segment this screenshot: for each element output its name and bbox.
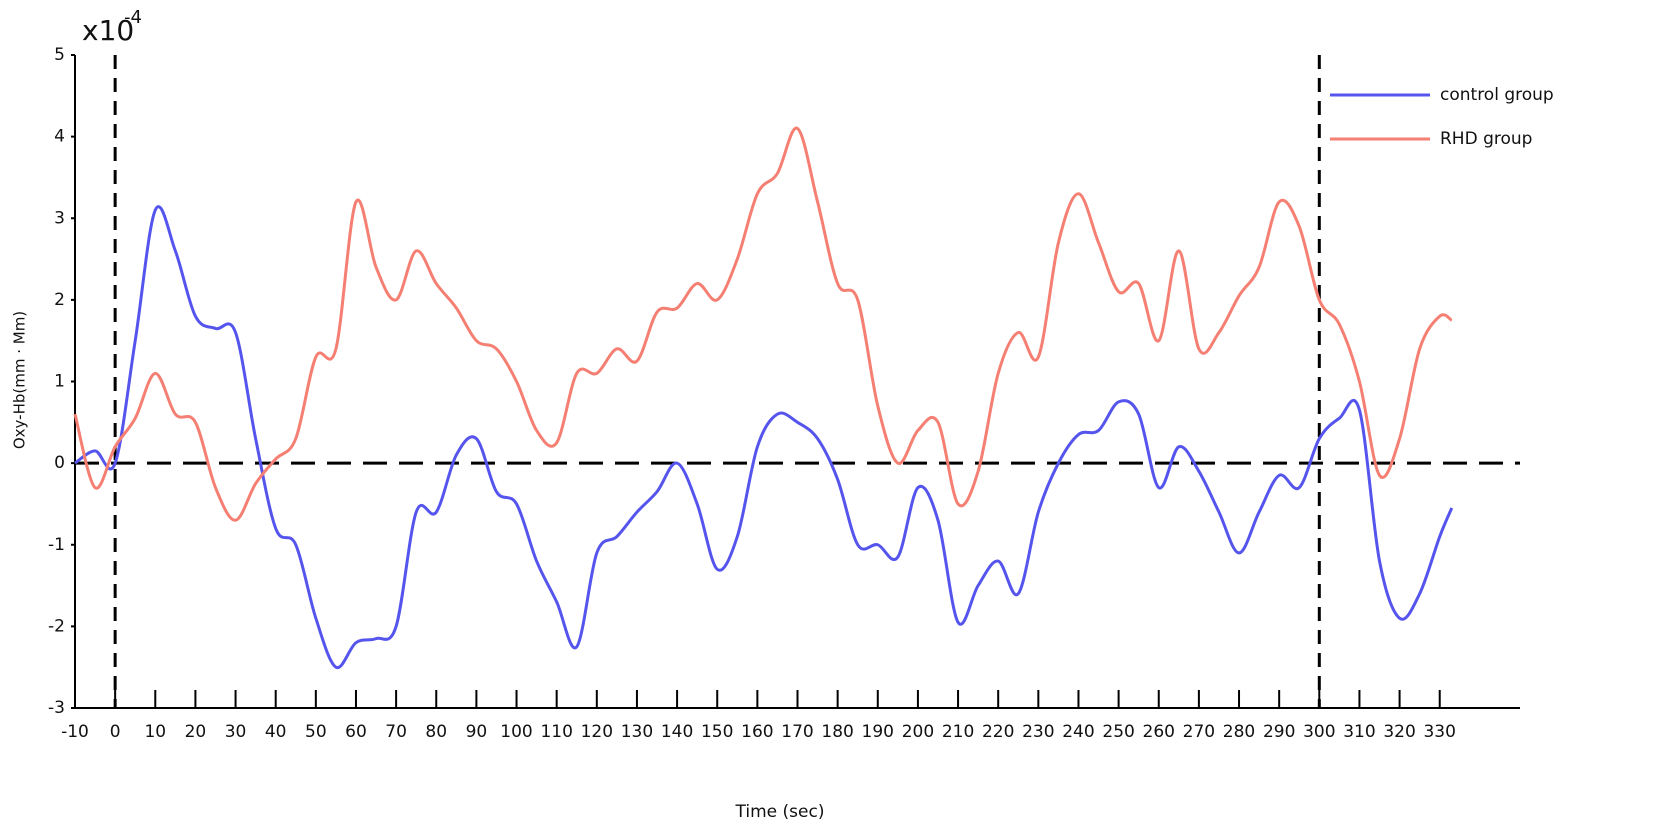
y-tick-label: -2 (48, 616, 65, 636)
x-tick-label: -10 (61, 722, 89, 742)
x-tick-label: 70 (385, 722, 407, 742)
x-tick-label: 80 (425, 722, 447, 742)
x-tick-label: 220 (982, 722, 1014, 742)
x-tick-label: 200 (902, 722, 934, 742)
x-tick-label: 210 (942, 722, 974, 742)
line-series (74, 205, 1454, 670)
x-tick-label: 310 (1343, 722, 1375, 742)
y-tick-label: -1 (48, 535, 65, 555)
y-tick-label: 0 (54, 453, 65, 473)
x-tick-label: 40 (265, 722, 287, 742)
x-tick-label: 320 (1383, 722, 1415, 742)
x-tick-label: 290 (1263, 722, 1295, 742)
line-series (73, 126, 1453, 522)
x-tick-label: 330 (1423, 722, 1455, 742)
y-tick-label: 2 (54, 290, 65, 310)
x-tick-label: 20 (185, 722, 207, 742)
y-multiplier-exponent: -4 (124, 7, 142, 28)
legend-label: RHD group (1440, 129, 1532, 149)
x-tick-label: 170 (781, 722, 813, 742)
x-tick-label: 300 (1303, 722, 1335, 742)
legend-label: control group (1440, 85, 1554, 105)
y-tick-label: 4 (54, 127, 65, 147)
y-tick-label: -3 (48, 698, 65, 718)
x-tick-label: 90 (466, 722, 488, 742)
x-axis-label: Time (sec) (735, 802, 825, 822)
x-tick-label: 60 (345, 722, 367, 742)
x-tick-label: 10 (144, 722, 166, 742)
x-tick-label: 160 (741, 722, 773, 742)
x-tick-label: 140 (661, 722, 693, 742)
x-tick-label: 190 (862, 722, 894, 742)
y-tick-label: 3 (54, 208, 65, 228)
y-multiplier-base: x10 (82, 14, 134, 47)
x-tick-label: 130 (621, 722, 653, 742)
x-tick-label: 230 (1022, 722, 1054, 742)
x-tick-label: 110 (540, 722, 572, 742)
x-tick-label: 260 (1143, 722, 1175, 742)
x-tick-label: 30 (225, 722, 247, 742)
y-tick-label: 5 (54, 45, 65, 65)
x-tick-label: 150 (701, 722, 733, 742)
x-tick-label: 120 (581, 722, 613, 742)
x-tick-label: 0 (110, 722, 121, 742)
x-tick-label: 270 (1183, 722, 1215, 742)
x-tick-label: 50 (305, 722, 327, 742)
x-tick-label: 250 (1102, 722, 1134, 742)
x-tick-label: 240 (1062, 722, 1094, 742)
x-tick-label: 100 (500, 722, 532, 742)
x-tick-label: 280 (1223, 722, 1255, 742)
x-tick-label: 180 (821, 722, 853, 742)
y-tick-label: 1 (54, 372, 65, 392)
y-axis-label: Oxy-Hb(mm · Mm) (11, 311, 29, 449)
